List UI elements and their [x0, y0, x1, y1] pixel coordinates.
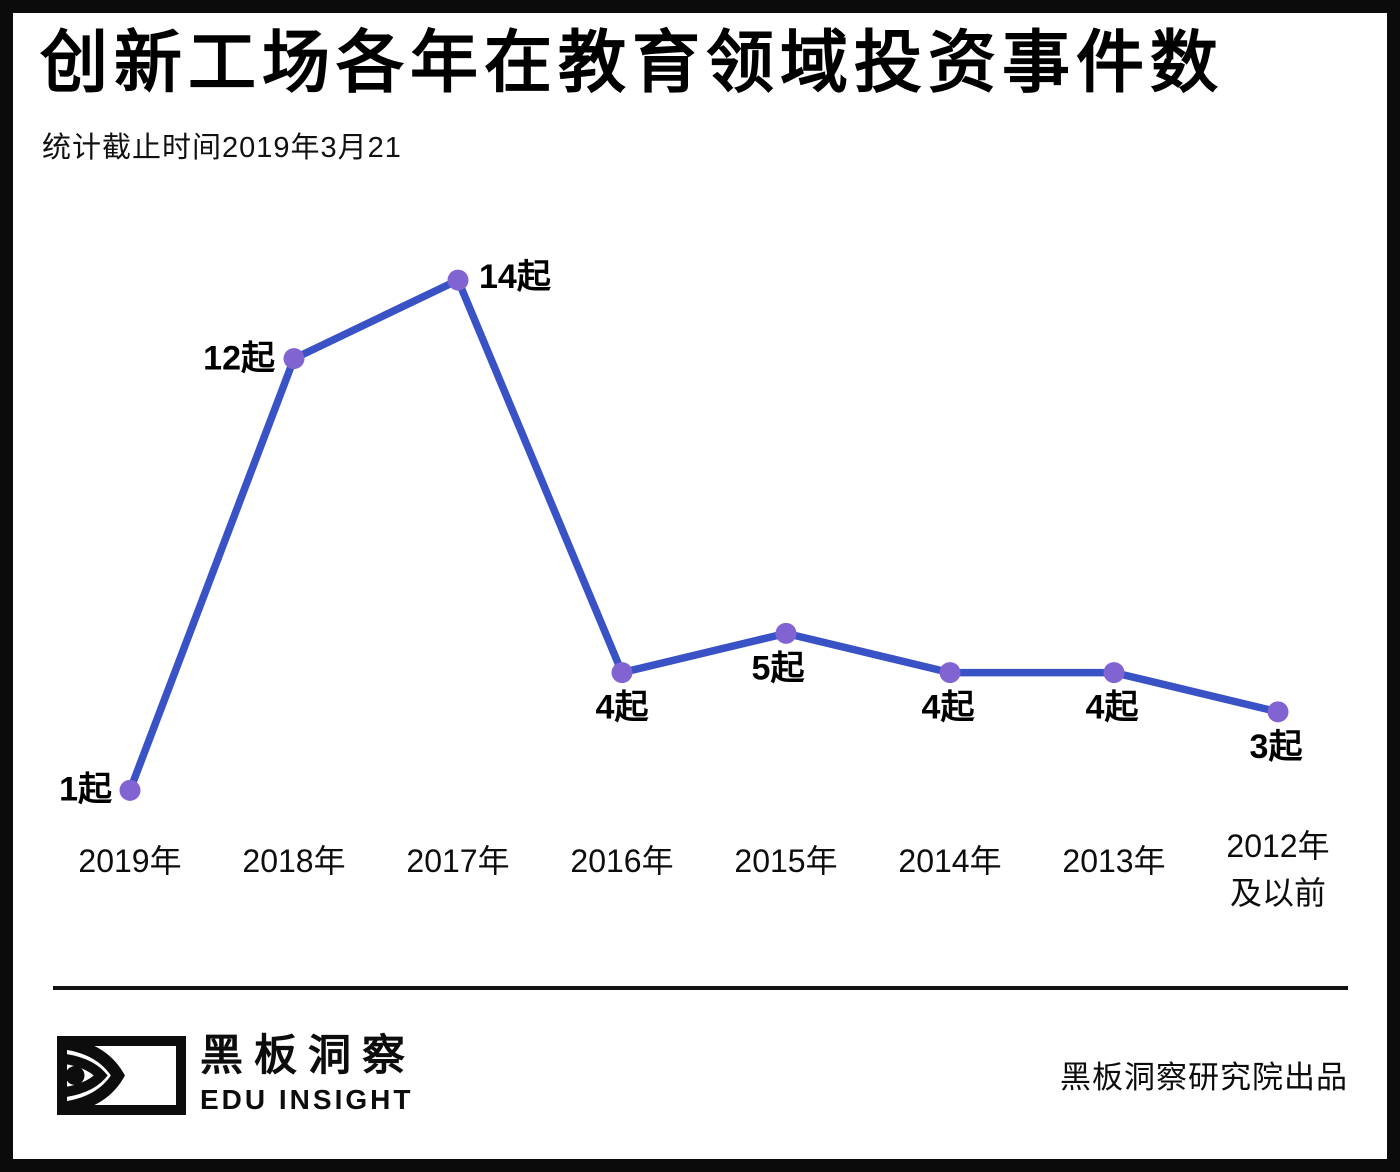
- x-axis-label: 2016年: [570, 843, 673, 879]
- data-point: [447, 269, 469, 291]
- brand-name-cn: 黑板洞察: [200, 1032, 416, 1080]
- data-point: [939, 662, 961, 684]
- data-point-label: 12起: [203, 340, 276, 378]
- data-point-label: 4起: [922, 689, 976, 727]
- x-axis-label: 2019年: [78, 843, 181, 879]
- x-axis-label: 2015年: [734, 843, 837, 879]
- x-axis-label: 2014年: [898, 843, 1001, 879]
- data-point: [775, 622, 797, 644]
- data-point-label: 14起: [479, 258, 552, 296]
- data-point: [1103, 662, 1125, 684]
- data-point: [119, 779, 141, 801]
- data-point: [283, 348, 305, 370]
- data-point: [1267, 701, 1289, 723]
- page-title: 创新工场各年在教育领域投资事件数: [40, 25, 1225, 101]
- data-point-label: 4起: [1086, 689, 1140, 727]
- x-axis-label: 2018年: [242, 843, 345, 879]
- data-line: [126, 276, 1279, 792]
- credit-text: 黑板洞察研究院出品: [1060, 1060, 1348, 1095]
- data-point-label: 3起: [1250, 728, 1304, 766]
- data-point-label: 1起: [59, 770, 113, 808]
- x-axis-label: 2012年及以前: [1226, 828, 1329, 911]
- x-axis-label: 2017年: [406, 843, 509, 879]
- x-axis-label: 2013年: [1062, 843, 1165, 879]
- data-point-label: 5起: [752, 649, 806, 687]
- brand-block: 黑板洞察 EDU INSIGHT: [200, 1032, 416, 1116]
- data-point: [611, 662, 633, 684]
- footer-divider: [53, 986, 1348, 990]
- brand-name-en: EDU INSIGHT: [200, 1084, 414, 1116]
- page-subtitle: 统计截止时间2019年3月21: [42, 132, 402, 164]
- data-point-label: 4起: [596, 689, 650, 727]
- eye-icon: [57, 1036, 186, 1115]
